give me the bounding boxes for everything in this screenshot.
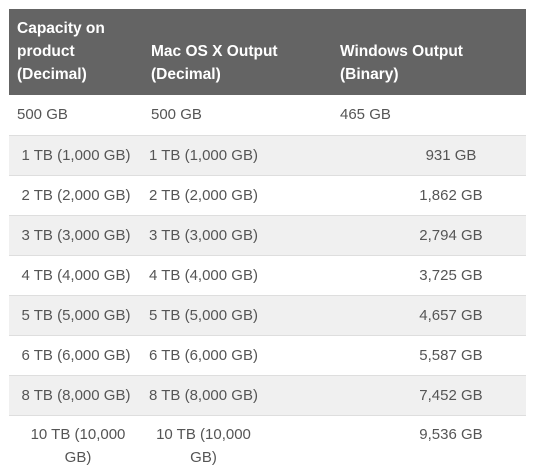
table-row: 500 GB 500 GB 465 GB — [9, 95, 526, 136]
cell-windows-output: 1,862 GB — [332, 175, 526, 216]
cell-windows-output: 2,794 GB — [332, 215, 526, 256]
table-row: 2 TB (2,000 GB) 2 TB (2,000 GB) 1,862 GB — [9, 175, 526, 216]
cell-capacity: 8 TB (8,000 GB) — [9, 375, 143, 416]
cell-capacity: 2 TB (2,000 GB) — [9, 175, 143, 216]
table-body: 500 GB 500 GB 465 GB 1 TB (1,000 GB) 1 T… — [9, 95, 526, 475]
table-row: 8 TB (8,000 GB) 8 TB (8,000 GB) 7,452 GB — [9, 375, 526, 416]
cell-mac-output: 10 TB (10,000 GB) — [143, 415, 332, 475]
cell-mac-output: 4 TB (4,000 GB) — [143, 255, 332, 296]
cell-capacity: 4 TB (4,000 GB) — [9, 255, 143, 296]
cell-capacity: 500 GB — [9, 95, 143, 136]
cell-capacity: 6 TB (6,000 GB) — [9, 335, 143, 376]
table-row: 4 TB (4,000 GB) 4 TB (4,000 GB) 3,725 GB — [9, 255, 526, 296]
cell-windows-output: 4,657 GB — [332, 295, 526, 336]
cell-capacity: 5 TB (5,000 GB) — [9, 295, 143, 336]
cell-windows-output: 9,536 GB — [332, 415, 526, 475]
cell-windows-output: 931 GB — [332, 135, 526, 176]
header-mac-os-x-output: Mac OS X Output (Decimal) — [143, 9, 332, 95]
table-row: 5 TB (5,000 GB) 5 TB (5,000 GB) 4,657 GB — [9, 295, 526, 336]
cell-capacity: 3 TB (3,000 GB) — [9, 215, 143, 256]
header-windows-output: Windows Output (Binary) — [332, 9, 526, 95]
cell-mac-output: 2 TB (2,000 GB) — [143, 175, 332, 216]
cell-windows-output: 5,587 GB — [332, 335, 526, 376]
cell-mac-output: 8 TB (8,000 GB) — [143, 375, 332, 416]
cell-mac-output: 500 GB — [143, 95, 332, 136]
table-row: 1 TB (1,000 GB) 1 TB (1,000 GB) 931 GB — [9, 135, 526, 176]
table-header: Capacity on product (Decimal) Mac OS X O… — [9, 9, 526, 95]
capacity-table: Capacity on product (Decimal) Mac OS X O… — [9, 9, 526, 475]
cell-windows-output: 7,452 GB — [332, 375, 526, 416]
table-row: 3 TB (3,000 GB) 3 TB (3,000 GB) 2,794 GB — [9, 215, 526, 256]
table-row: 10 TB (10,000 GB) 10 TB (10,000 GB) 9,53… — [9, 415, 526, 475]
capacity-comparison: Capacity on product (Decimal) Mac OS X O… — [9, 9, 526, 475]
cell-windows-output: 3,725 GB — [332, 255, 526, 296]
cell-mac-output: 5 TB (5,000 GB) — [143, 295, 332, 336]
header-row: Capacity on product (Decimal) Mac OS X O… — [9, 9, 526, 95]
cell-mac-output: 3 TB (3,000 GB) — [143, 215, 332, 256]
header-capacity-on-product: Capacity on product (Decimal) — [9, 9, 143, 95]
cell-capacity: 10 TB (10,000 GB) — [9, 415, 143, 475]
table-row: 6 TB (6,000 GB) 6 TB (6,000 GB) 5,587 GB — [9, 335, 526, 376]
cell-mac-output: 6 TB (6,000 GB) — [143, 335, 332, 376]
cell-mac-output: 1 TB (1,000 GB) — [143, 135, 332, 176]
cell-capacity: 1 TB (1,000 GB) — [9, 135, 143, 176]
cell-windows-output: 465 GB — [332, 95, 526, 136]
